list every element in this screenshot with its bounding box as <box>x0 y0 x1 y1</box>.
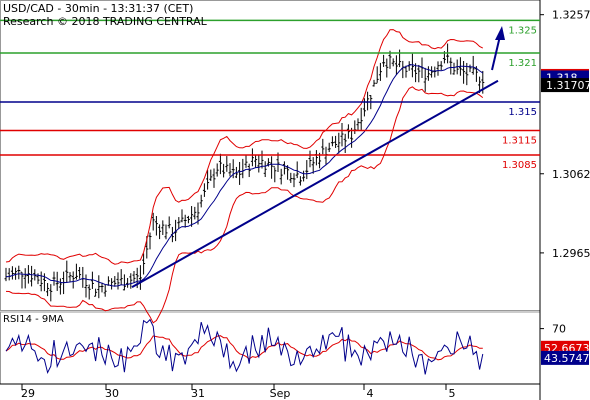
chart-title: USD/CAD - 30min - 13:31:37 (CET) <box>3 2 194 15</box>
copyright-line: Research © 2018 TRADING CENTRAL <box>3 15 207 28</box>
rsi-line <box>5 318 484 375</box>
rsi-badge-label: 43.5747 <box>544 352 590 365</box>
price-badge-label: 1.31707 <box>546 79 590 92</box>
rsi-badge-box <box>541 350 589 365</box>
time-tick-label: 29 <box>21 387 35 400</box>
price-tick-label: 1.2965 <box>552 247 590 260</box>
trendline <box>131 79 499 289</box>
time-tick-label: 31 <box>191 387 205 400</box>
time-tick-label: 4 <box>367 387 374 400</box>
rsi-tick-label: 70 <box>552 323 566 336</box>
time-tick-label: 5 <box>449 387 456 400</box>
time-tick-label: Sep <box>270 387 291 400</box>
level-label: 1.3115 <box>502 136 537 147</box>
price-badge-box <box>541 78 589 93</box>
price-tick-label: 1.3062 <box>552 168 590 181</box>
level-label: 1.3085 <box>502 160 537 171</box>
price-tick-label: 1.3257 <box>552 9 590 22</box>
rsi-panel-frame <box>0 311 541 385</box>
bollinger-lower <box>5 86 484 324</box>
rsi-label: RSI14 - 9MA <box>3 314 64 325</box>
level-label: 1.321 <box>508 58 537 69</box>
moving-average <box>5 64 484 287</box>
level-label: 1.315 <box>508 107 537 118</box>
projection-arrow-shaft <box>491 35 501 71</box>
projection-arrow-head <box>495 26 505 40</box>
time-tick-label: 30 <box>105 387 119 400</box>
level-label: 1.325 <box>508 25 537 36</box>
bollinger-upper <box>5 29 484 265</box>
